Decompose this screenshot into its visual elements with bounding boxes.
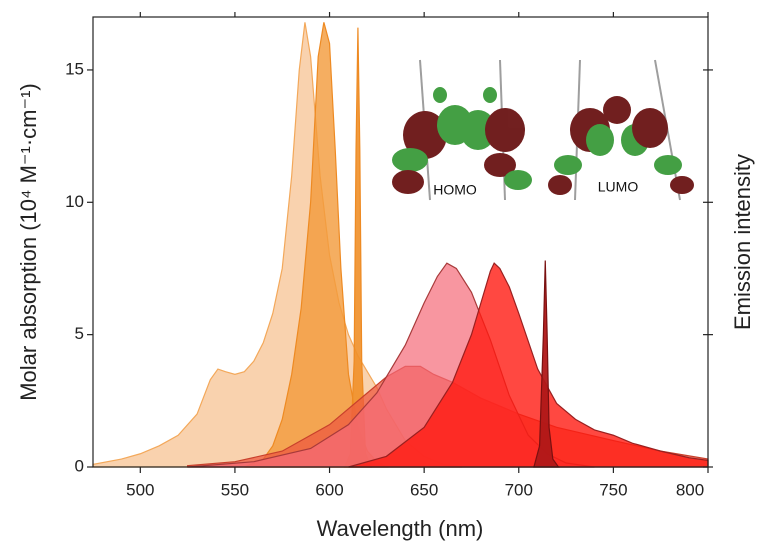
x-tick-label: 600 [315,480,343,499]
x-tick-label: 500 [126,480,154,499]
chart: HOMO LUMO Wavelength (nm) Molar absorpti… [0,0,761,551]
plot-area [93,22,708,467]
y-tick-label: 5 [75,324,84,343]
x-tick-label: 550 [221,480,249,499]
y-tick-label: 15 [65,59,84,78]
orbital-inset: HOMO LUMO [392,60,694,200]
y2-axis-title: Emission intensity [730,154,755,330]
x-tick-label: 750 [599,480,627,499]
homo-label: HOMO [433,182,477,198]
x-axis-title: Wavelength (nm) [317,516,484,541]
homo-orbital [392,60,532,200]
lumo-label: LUMO [598,179,639,195]
y-tick-label: 0 [75,456,84,475]
y-axis-title: Molar absorption (10⁴ M⁻¹·cm⁻¹) [16,83,41,401]
x-tick-label: 650 [410,480,438,499]
y-tick-label: 10 [65,192,84,211]
x-tick-label: 700 [505,480,533,499]
x-tick-label: 800 [676,480,704,499]
